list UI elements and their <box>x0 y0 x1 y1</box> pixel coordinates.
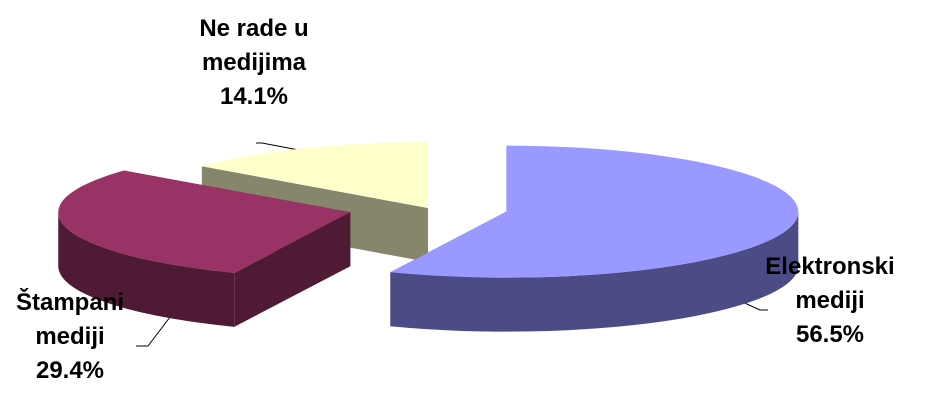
label-ne-rade-name-1: Ne rade u <box>199 15 309 42</box>
label-ne-rade-value: 14.1% <box>219 83 289 110</box>
slice-ne-rade-u-medijima-top <box>201 142 428 208</box>
label-stampani-mediji: Štampani mediji 29.4% <box>2 286 138 388</box>
label-stampani-value: 29.4% <box>35 357 105 384</box>
label-elektronski-mediji: Elektronski mediji 56.5% <box>762 250 898 352</box>
slice-elektronski-mediji-side-0 <box>390 211 799 332</box>
label-elektronski-name-2: mediji <box>795 287 865 314</box>
label-ne-rade-name-2: medijima <box>201 49 307 76</box>
label-stampani-name-2: mediji <box>35 323 105 350</box>
label-elektronski-value: 56.5% <box>795 321 865 348</box>
slice-stampani-mediji-top <box>58 170 351 273</box>
label-stampani-name-1: Štampani <box>15 289 125 316</box>
label-ne-rade-u-medijima: Ne rade u medijima 14.1% <box>172 12 336 114</box>
label-elektronski-name-1: Elektronski <box>765 253 895 280</box>
slice-elektronski-mediji-top <box>390 145 799 278</box>
slice-stampani-mediji-side-0 <box>58 212 235 327</box>
